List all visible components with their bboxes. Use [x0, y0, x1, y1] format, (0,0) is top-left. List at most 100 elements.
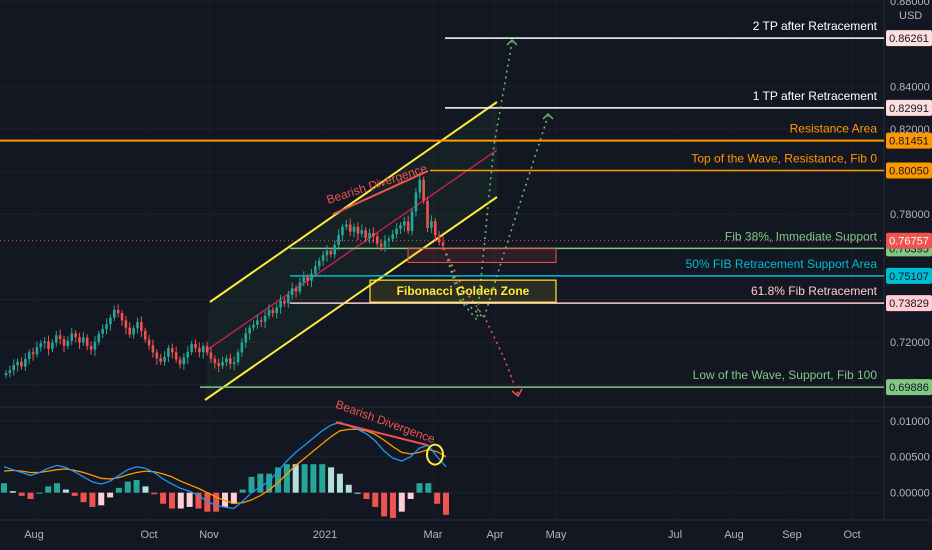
level-label: 50% FIB Retracement Support Area: [686, 257, 878, 271]
candles: [4, 173, 445, 379]
macd-histogram-bar: [345, 484, 352, 493]
time-tick-label: Nov: [199, 529, 219, 541]
time-tick-label: Jul: [668, 529, 682, 541]
price-tag-value: 0.75107: [889, 271, 929, 283]
candle-body: [437, 235, 441, 243]
time-tick-label: Aug: [24, 529, 44, 541]
candle-body: [345, 224, 348, 227]
macd-divergence-line: [335, 421, 429, 447]
macd-signal-line: [3, 428, 447, 505]
macd-histogram-bar: [89, 492, 96, 507]
candle-body: [136, 322, 139, 329]
macd-histogram-bar: [107, 492, 114, 498]
candle-body: [352, 226, 356, 232]
candle-body: [58, 335, 62, 340]
candle-body: [143, 330, 147, 340]
support-box: [407, 247, 557, 263]
price-tick-label: 0.84000: [890, 81, 930, 93]
candle-body: [321, 255, 325, 261]
macd-histogram-bar: [372, 492, 379, 507]
candle-body: [116, 309, 120, 314]
macd-histogram-bar: [389, 492, 396, 518]
macd-histogram-bar: [204, 492, 211, 512]
price-tag: 0.80050: [886, 162, 932, 179]
candle-body: [132, 328, 135, 335]
candle-body: [182, 357, 186, 365]
candle-body: [16, 361, 19, 366]
candle-body: [82, 337, 85, 343]
macd-histogram-bar: [80, 492, 87, 503]
price-tick-label: 0.78000: [890, 209, 930, 221]
price-tag-bg: [886, 30, 932, 47]
macd-histogram-bar: [151, 492, 158, 495]
macd-histogram-bar: [266, 473, 273, 493]
last-price-tag: 0.76757: [886, 232, 932, 249]
candle-body: [159, 358, 162, 362]
price-tick-label: 0.88000: [890, 0, 930, 8]
macd-histogram-bar: [407, 492, 414, 500]
last-price-value: 0.76757: [889, 236, 929, 248]
candle-body: [399, 225, 402, 229]
level-label: 61.8% Fib Retracement: [751, 284, 878, 298]
golden-zone-label: Fibonacci Golden Zone: [397, 284, 530, 298]
candle-body: [186, 351, 190, 358]
price-tag-value: 0.73829: [889, 298, 929, 310]
time-tick-label: Aug: [724, 529, 744, 541]
candle-body: [163, 356, 166, 362]
arrow-down: [511, 388, 523, 398]
candle-body: [433, 221, 437, 236]
candle-body: [379, 243, 383, 247]
macd-histogram-bar: [54, 483, 61, 493]
price-tag-value: 0.82991: [889, 103, 929, 115]
candle-body: [236, 352, 240, 363]
candle-body: [310, 273, 313, 281]
price-tags: 0.862610.829910.814510.800500.763950.751…: [886, 30, 932, 396]
candle-body: [225, 358, 228, 363]
price-tag-value: 0.69886: [889, 382, 929, 394]
macd-histogram-bar: [301, 464, 308, 493]
candle-body: [271, 309, 275, 314]
candle-body: [120, 313, 124, 321]
candle-body: [414, 192, 418, 212]
macd-histogram-bar: [71, 492, 78, 496]
macd-histogram-bar: [62, 489, 69, 493]
candle-body: [418, 179, 422, 193]
price-tick-label: 0.72000: [890, 337, 930, 349]
candle-body: [12, 365, 16, 371]
candle-body: [4, 373, 8, 376]
candle-body: [387, 238, 391, 241]
candle-body: [252, 324, 255, 328]
macd-divergence-label: Bearish Divergence: [334, 397, 437, 446]
candle-body: [47, 341, 50, 349]
projection-paths: [443, 38, 554, 398]
candle-body: [256, 320, 259, 325]
level-label: 2 TP after Retracement: [753, 19, 878, 33]
candle-body: [89, 345, 93, 350]
macd-histogram-bar: [133, 480, 140, 493]
candle-body: [43, 341, 46, 344]
candle-body: [298, 282, 302, 292]
candle-body: [167, 348, 170, 357]
candle-body: [112, 309, 116, 318]
candle-body: [213, 358, 217, 364]
candle-body: [263, 315, 267, 322]
candle-body: [302, 277, 306, 283]
candle-body: [395, 228, 398, 235]
candle-body: [209, 352, 213, 359]
candle-body: [101, 328, 104, 334]
candle-body: [287, 295, 290, 304]
projection-tp2-path: [443, 41, 513, 322]
candle-body: [70, 333, 74, 341]
macd-pane: Bearish Divergence: [1, 397, 449, 518]
candle-body: [232, 362, 236, 364]
candle-body: [27, 352, 31, 359]
candle-body: [337, 235, 340, 245]
level-label: 1 TP after Retracement: [753, 89, 878, 103]
fib-levels: 2 TP after Retracement 1 TP after Retrace…: [0, 19, 884, 388]
candle-body: [329, 250, 333, 255]
candle-body: [24, 358, 27, 367]
candle-body: [375, 236, 379, 244]
macd-histogram-bar: [398, 492, 405, 512]
price-tag: 0.81451: [886, 132, 932, 149]
